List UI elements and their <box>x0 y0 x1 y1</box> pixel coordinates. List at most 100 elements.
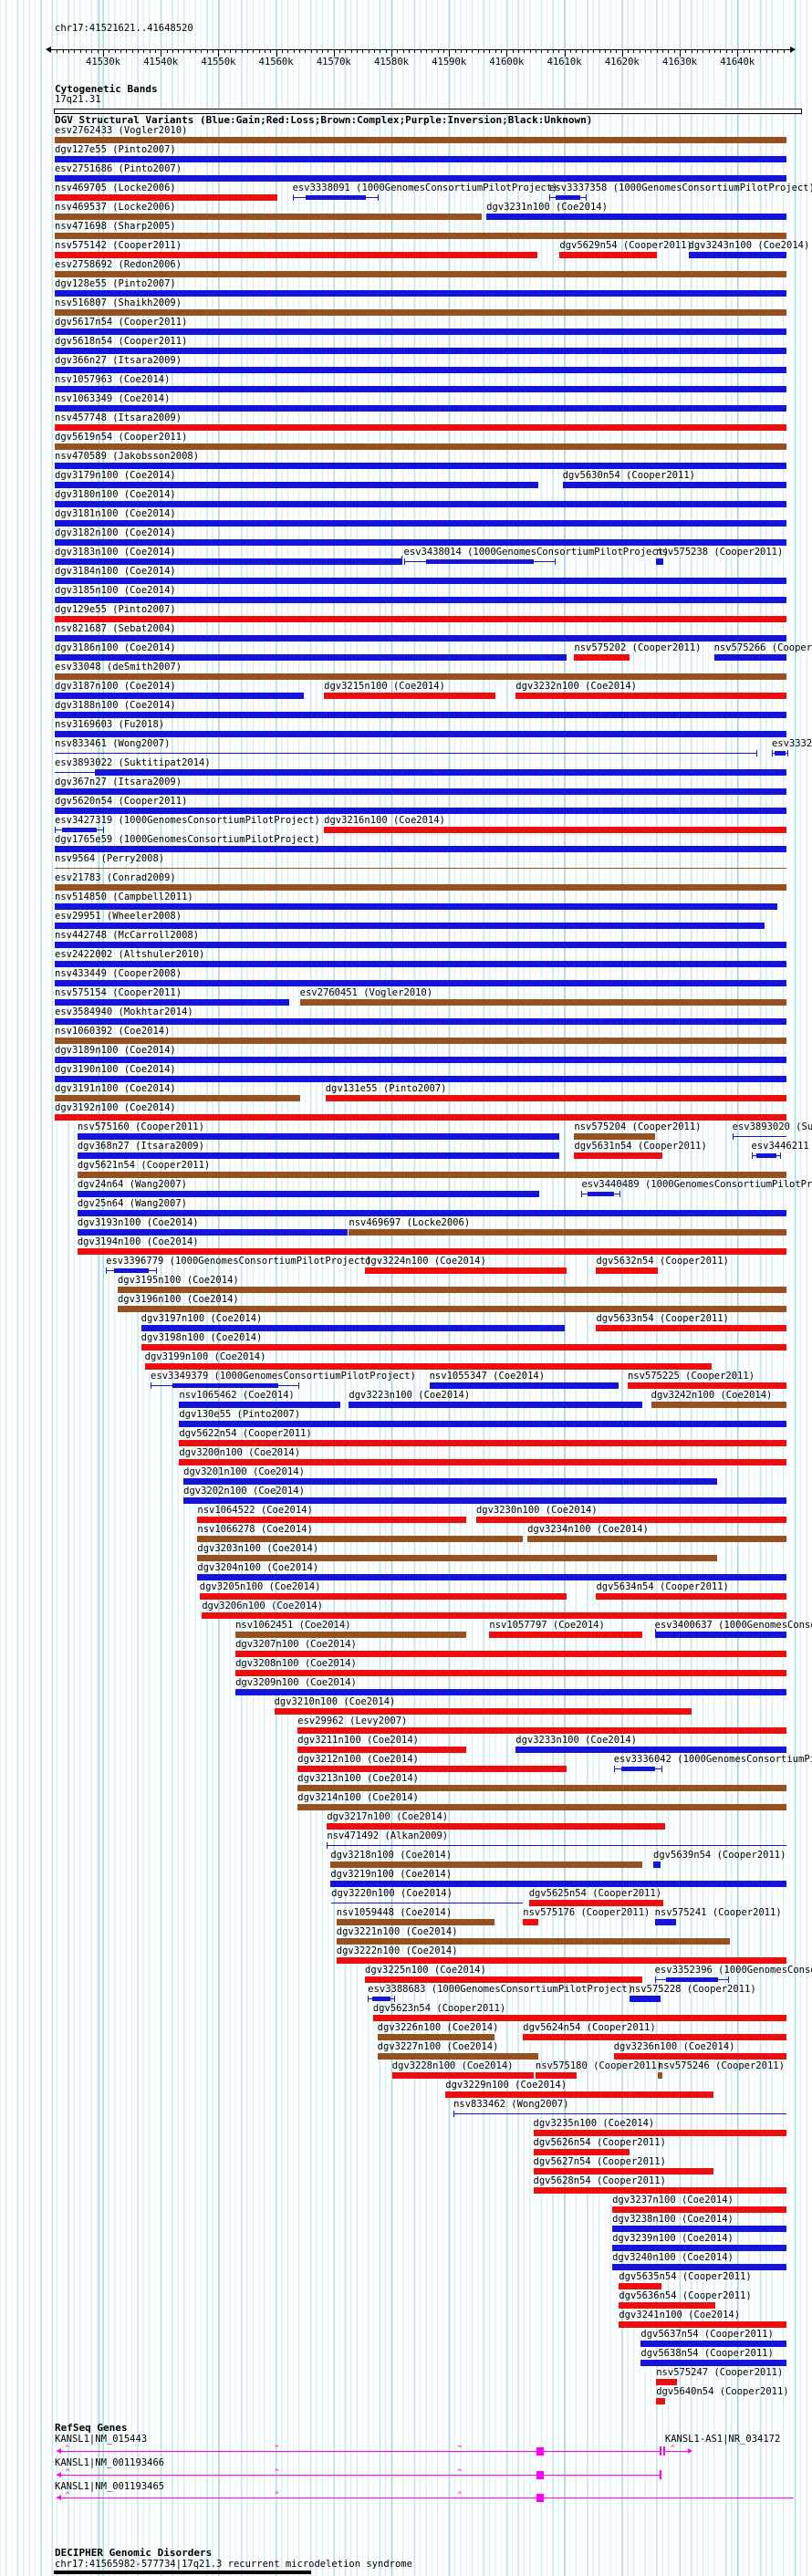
variant-bar[interactable] <box>365 1267 567 1274</box>
variant-bar[interactable] <box>377 2034 494 2040</box>
variant-label[interactable]: nsv821687 (Sebat2004) <box>55 623 176 634</box>
variant-label[interactable]: nsv575160 (Cooper2011) <box>77 1121 204 1132</box>
variant-bar[interactable] <box>141 1325 565 1331</box>
variant-bar[interactable] <box>55 214 482 220</box>
variant-bar[interactable] <box>368 1996 396 2002</box>
variant-label[interactable]: dgv3225n100 (Coe2014) <box>365 1965 486 1976</box>
gene-intron-line[interactable] <box>56 2451 661 2452</box>
variant-bar[interactable] <box>55 654 567 661</box>
variant-label[interactable]: dgv3206n100 (Coe2014) <box>202 1601 323 1611</box>
variant-bar[interactable] <box>55 463 786 469</box>
variant-bar[interactable] <box>596 1325 786 1331</box>
variant-bar[interactable] <box>141 1344 786 1351</box>
variant-label[interactable]: dgv3234n100 (Coe2014) <box>527 1524 649 1535</box>
variant-label[interactable]: dgv3186n100 (Coe2014) <box>55 642 176 653</box>
variant-bar[interactable] <box>299 999 786 1006</box>
variant-bar[interactable] <box>297 1766 567 1772</box>
variant-label[interactable]: dgv3193n100 (Coe2014) <box>77 1217 199 1228</box>
variant-label[interactable]: esv3893020 (Suktitipat2014) <box>732 1121 812 1132</box>
variant-bar[interactable] <box>151 1382 300 1389</box>
variant-label[interactable]: dgv3188n100 (Coe2014) <box>55 700 176 711</box>
variant-bar[interactable] <box>55 156 786 162</box>
variant-label[interactable]: nsv575202 (Cooper2011) <box>574 642 702 653</box>
variant-bar[interactable] <box>117 1287 786 1293</box>
variant-label[interactable]: esv3337358 (1000GenomesConsortiumPilotPr… <box>549 183 812 193</box>
variant-label[interactable]: dgv5628n54 (Cooper2011) <box>533 2175 666 2186</box>
variant-label[interactable]: dgv3200n100 (Coe2014) <box>179 1447 301 1458</box>
variant-bar[interactable] <box>688 252 786 258</box>
gene-label[interactable]: KANSL1|NM_001193465 <box>55 2481 165 2492</box>
variant-label[interactable]: dgv3219n100 (Coe2014) <box>330 1869 453 1880</box>
variant-label[interactable]: dgv368n27 (Itsara2009) <box>77 1141 204 1152</box>
variant-bar[interactable] <box>619 2302 716 2309</box>
variant-label[interactable]: nsv469537 (Locke2006) <box>55 202 176 213</box>
variant-bar[interactable] <box>445 2091 713 2098</box>
variant-bar[interactable] <box>596 1593 786 1600</box>
variant-bar[interactable] <box>515 693 786 699</box>
variant-bar[interactable] <box>55 827 105 833</box>
variant-label[interactable]: dgv5620n54 (Cooper2011) <box>55 796 188 807</box>
variant-label[interactable]: dgv3217n100 (Coe2014) <box>327 1811 449 1822</box>
variant-bar[interactable] <box>523 2034 786 2040</box>
variant-label[interactable]: dgv3228n100 (Coe2014) <box>391 2060 514 2071</box>
variant-bar[interactable] <box>657 2072 663 2079</box>
variant-bar[interactable] <box>475 1517 786 1523</box>
variant-bar[interactable] <box>297 1785 786 1791</box>
variant-bar[interactable] <box>55 980 786 986</box>
variant-bar[interactable] <box>55 233 786 239</box>
variant-bar[interactable] <box>55 635 786 641</box>
variant-bar[interactable] <box>55 788 786 795</box>
variant-bar[interactable] <box>629 1996 661 2002</box>
variant-label[interactable]: dgv3239n100 (Coe2014) <box>612 2233 734 2244</box>
gene-label[interactable]: KANSL1|NM_015443 <box>55 2434 148 2445</box>
variant-label[interactable]: dgv5630n54 (Cooper2011) <box>562 470 695 481</box>
variant-label[interactable]: dgv5636n54 (Cooper2011) <box>619 2290 752 2301</box>
variant-label[interactable]: nsv442748 (McCarroll2008) <box>55 930 200 941</box>
variant-bar[interactable] <box>55 252 538 258</box>
variant-bar[interactable] <box>403 558 556 565</box>
variant-bar[interactable] <box>574 1133 655 1140</box>
variant-label[interactable]: nsv575228 (Cooper2011) <box>629 1984 756 1995</box>
variant-label[interactable]: dgv3210n100 (Coe2014) <box>274 1696 396 1707</box>
variant-label[interactable]: nsv575142 (Cooper2011) <box>55 240 182 251</box>
variant-bar[interactable] <box>235 1670 786 1676</box>
variant-bar[interactable] <box>613 2053 786 2060</box>
variant-label[interactable]: dgv3197n100 (Coe2014) <box>141 1313 263 1324</box>
variant-bar[interactable] <box>55 443 786 450</box>
variant-label[interactable]: dgv3214n100 (Coe2014) <box>297 1792 420 1803</box>
variant-label[interactable]: dgv5623n54 (Cooper2011) <box>372 2003 506 2014</box>
variant-label[interactable]: dgv5634n54 (Cooper2011) <box>596 1581 729 1592</box>
variant-label[interactable]: nsv1055347 (Coe2014) <box>429 1371 546 1382</box>
variant-bar[interactable] <box>55 1018 786 1025</box>
variant-label[interactable]: dgv5633n54 (Cooper2011) <box>596 1313 729 1324</box>
variant-label[interactable]: nsv575241 (Cooper2011) <box>654 1907 782 1918</box>
variant-bar[interactable] <box>55 1057 786 1063</box>
gene-exon-box[interactable] <box>536 2471 544 2479</box>
variant-label[interactable]: esv3396779 (1000GenomesConsortiumPilotPr… <box>106 1256 371 1267</box>
variant-label[interactable]: esv29962 (Levy2007) <box>297 1716 408 1726</box>
variant-bar[interactable] <box>55 673 786 680</box>
gene-intron-line[interactable] <box>662 2451 688 2452</box>
variant-label[interactable]: nsv3169603 (Fu2018) <box>55 719 165 730</box>
variant-label[interactable]: dgv5640n54 (Cooper2011) <box>656 2386 789 2397</box>
variant-label[interactable]: dgv3229n100 (Coe2014) <box>445 2080 567 2091</box>
variant-label[interactable]: nsv1057797 (Coe2014) <box>489 1620 605 1631</box>
variant-label[interactable]: dgv130e55 (Pinto2007) <box>179 1409 301 1420</box>
variant-bar[interactable] <box>55 597 786 603</box>
variant-bar[interactable] <box>183 1478 717 1485</box>
variant-label[interactable]: dgv3192n100 (Coe2014) <box>55 1102 176 1113</box>
variant-bar[interactable] <box>619 2283 661 2289</box>
variant-label[interactable]: dgv3180n100 (Coe2014) <box>55 489 176 500</box>
variant-label[interactable]: esv3427319 (1000GenomesConsortiumPilotPr… <box>55 815 320 826</box>
variant-bar[interactable] <box>613 1766 663 1772</box>
variant-label[interactable]: dgv3243n100 (Coe2014) <box>688 240 810 251</box>
variant-bar[interactable] <box>197 1555 717 1561</box>
variant-label[interactable]: dgv3194n100 (Coe2014) <box>77 1236 199 1247</box>
variant-label[interactable]: dgv5626n54 (Cooper2011) <box>533 2137 666 2148</box>
variant-bar[interactable] <box>596 1267 658 1274</box>
variant-bar[interactable] <box>77 1152 560 1159</box>
variant-label[interactable]: dgv3183n100 (Coe2014) <box>55 547 176 558</box>
variant-label[interactable]: esv3438014 (1000GenomesConsortiumPilotPr… <box>403 547 670 558</box>
variant-label[interactable]: esv3336042 (1000GenomesConsortiumPilotPr… <box>613 1754 812 1765</box>
variant-bar[interactable] <box>77 1210 786 1216</box>
